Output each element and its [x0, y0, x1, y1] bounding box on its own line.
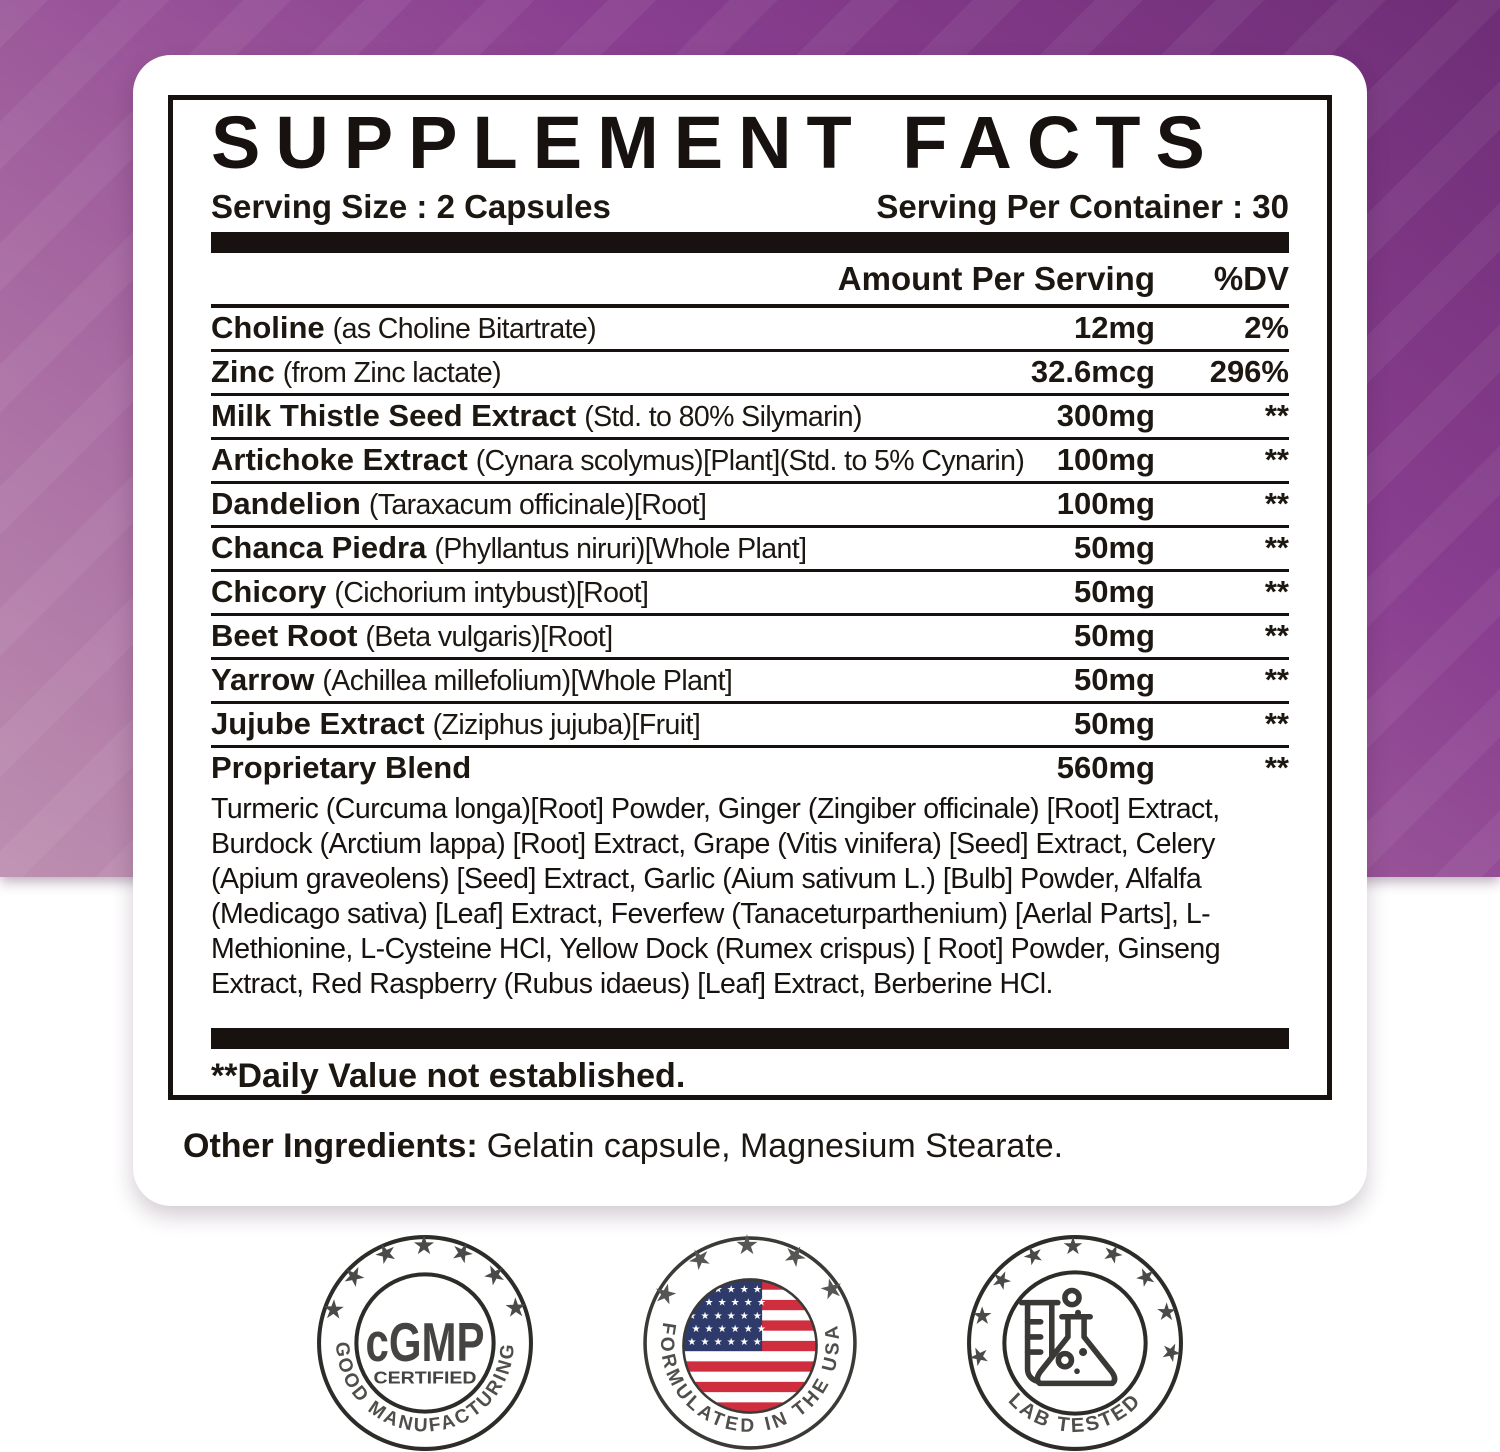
- ingredient-name: Chicory: [211, 574, 327, 609]
- lab-tested-badge: ★ ★ ★ ★ ★ ★ ★ ★ ★ ★ ★ LAB TESTED: [964, 1232, 1183, 1451]
- ingredient-dv: **: [1264, 530, 1289, 565]
- ingredient-detail: (Cynara scolymus)[Plant](Std. to 5% Cyna…: [475, 445, 1025, 477]
- ingredient-dv: **: [1264, 618, 1289, 653]
- ingredient-amount: 50mg: [1074, 662, 1155, 697]
- ingredient-dv: 296%: [1209, 354, 1289, 389]
- ingredient-name: Zinc: [211, 354, 275, 389]
- other-ingredients-line: Other Ingredients: Gelatin capsule, Magne…: [183, 1127, 1063, 1166]
- badge-outer-ring: [317, 1235, 533, 1451]
- ingredient-dv: **: [1264, 442, 1289, 477]
- ingredient-dv: 2%: [1244, 310, 1289, 345]
- other-ingredients-text: Gelatin capsule, Magnesium Stearate.: [486, 1127, 1064, 1165]
- ingredient-table: Choline (as Choline Bitartrate) 12mg 2% Z…: [211, 308, 1289, 789]
- table-row: Yarrow (Achillea millefolium)[Whole Plant…: [211, 660, 1289, 704]
- ingredient-amount: 100mg: [1056, 486, 1155, 521]
- badge-inner-ring: [1002, 1270, 1148, 1416]
- lab-flask-icon: [1018, 1287, 1118, 1387]
- ingredient-dv: **: [1264, 706, 1289, 741]
- ingredient-name: Beet Root: [211, 618, 358, 653]
- ingredient-detail: (Taraxacum officinale)[Root]: [368, 489, 707, 521]
- ingredient-amount: 50mg: [1074, 574, 1155, 609]
- table-row: Beet Root (Beta vulgaris)[Root] 50mg **: [211, 616, 1289, 660]
- ingredient-name: Jujube Extract: [211, 706, 425, 741]
- proprietary-blend-ingredients: Turmeric (Curcuma longa)[Root] Powder, G…: [211, 793, 1221, 1000]
- ingredient-amount: 560mg: [1056, 750, 1155, 785]
- ingredient-amount: 32.6mcg: [1030, 354, 1155, 389]
- ingredient-dv: **: [1264, 750, 1289, 785]
- daily-value-footnote: **Daily Value not established.: [211, 1057, 686, 1095]
- supplement-facts-title: SUPPLEMENT FACTS: [211, 101, 1220, 184]
- cgmp-text: cGMP: [365, 1312, 484, 1373]
- table-header-row: Amount Per Serving %DV: [211, 253, 1289, 308]
- ingredient-dv: **: [1264, 486, 1289, 521]
- flag-stars-row: ★★★★★★: [687, 1311, 765, 1322]
- ingredient-name: Proprietary Blend: [211, 750, 472, 785]
- servings-per-container: Serving Per Container : 30: [876, 188, 1289, 225]
- table-row: Chicory (Cichorium intybust)[Root] 50mg *…: [211, 572, 1289, 616]
- ingredient-name: Milk Thistle Seed Extract: [211, 398, 577, 433]
- ingredient-amount: 50mg: [1074, 618, 1155, 653]
- ingredient-name: Yarrow: [211, 662, 315, 697]
- table-row: Artichoke Extract (Cynara scolymus)[Plant…: [211, 440, 1289, 484]
- ingredient-name: Choline: [211, 310, 325, 345]
- ingredient-name: Chanca Piedra: [211, 530, 427, 565]
- badge-inner-ring: [354, 1272, 496, 1414]
- ingredient-detail: (Std. to 80% Silymarin): [584, 401, 862, 433]
- ingredient-detail: (Cichorium intybust)[Root]: [334, 577, 649, 609]
- table-row-proprietary-blend: Proprietary Blend 560mg **: [211, 748, 1289, 789]
- certification-badges: ★ ★ ★ ★ ★ ★ ★ GOOD MANUFACTURING cGMP CE…: [0, 1232, 1500, 1452]
- ingredient-detail: (Achillea millefolium)[Whole Plant]: [322, 665, 733, 697]
- column-percent-dv: %DV: [1213, 260, 1289, 297]
- supplement-label-card: SUPPLEMENT FACTS Serving Size : 2 Capsul…: [133, 55, 1367, 1206]
- ingredient-detail: (Beta vulgaris)[Root]: [365, 621, 613, 653]
- flag-stars-row: ★★★★★★: [691, 1298, 769, 1309]
- ingredient-amount: 50mg: [1074, 530, 1155, 565]
- ingredient-detail: (as Choline Bitartrate): [332, 313, 597, 345]
- supplement-facts-panel: SUPPLEMENT FACTS Serving Size : 2 Capsul…: [168, 95, 1332, 1100]
- column-amount-per-serving: Amount Per Serving: [837, 260, 1155, 297]
- ingredient-dv: **: [1264, 662, 1289, 697]
- serving-size: Serving Size : 2 Capsules: [211, 188, 611, 225]
- formulated-in-usa-badge: ★ ★ ★ ★ ★ FORMULATED IN THE USA ★★★★★★ ★…: [643, 1232, 857, 1450]
- table-row: Choline (as Choline Bitartrate) 12mg 2%: [211, 308, 1289, 352]
- cgmp-certified-badge: ★ ★ ★ ★ ★ ★ ★ GOOD MANUFACTURING cGMP CE…: [316, 1232, 533, 1451]
- ingredient-name: Artichoke Extract: [211, 442, 468, 477]
- ingredient-amount: 50mg: [1074, 706, 1155, 741]
- usa-flag-icon: ★★★★★★ ★★★★★★ ★★★★★★ ★★★★★★ ★★★★★★: [682, 1278, 818, 1414]
- ingredient-name: Dandelion: [211, 486, 361, 521]
- ingredient-dv: **: [1264, 398, 1289, 433]
- ingredient-amount: 100mg: [1056, 442, 1155, 477]
- certified-text: CERTIFIED: [374, 1367, 477, 1387]
- ingredient-amount: 12mg: [1074, 310, 1155, 345]
- thick-divider-top: [211, 232, 1289, 253]
- other-ingredients-label: Other Ingredients:: [183, 1127, 478, 1165]
- flag-stars-row: ★★★★★★: [691, 1324, 769, 1335]
- table-row: Zinc (from Zinc lactate) 32.6mcg 296%: [211, 352, 1289, 396]
- serving-info-row: Serving Size : 2 Capsules Serving Per Co…: [211, 190, 1289, 224]
- ingredient-amount: 300mg: [1056, 398, 1155, 433]
- ingredient-dv: **: [1264, 574, 1289, 609]
- table-row: Milk Thistle Seed Extract (Std. to 80% Si…: [211, 396, 1289, 440]
- ingredient-detail: (Phyllantus niruri)[Whole Plant]: [434, 533, 807, 565]
- table-row: Chanca Piedra (Phyllantus niruri)[Whole P…: [211, 528, 1289, 572]
- table-row: Jujube Extract (Ziziphus jujuba)[Fruit] 5…: [211, 704, 1289, 748]
- flag-stars-row: ★★★★★★: [687, 1337, 765, 1348]
- table-row: Dandelion (Taraxacum officinale)[Root] 10…: [211, 484, 1289, 528]
- flag-stars-row: ★★★★★★: [687, 1285, 765, 1296]
- ingredient-detail: (from Zinc lactate): [282, 357, 502, 389]
- thick-divider-bottom: [211, 1028, 1289, 1049]
- ingredient-detail: (Ziziphus jujuba)[Fruit]: [432, 709, 701, 741]
